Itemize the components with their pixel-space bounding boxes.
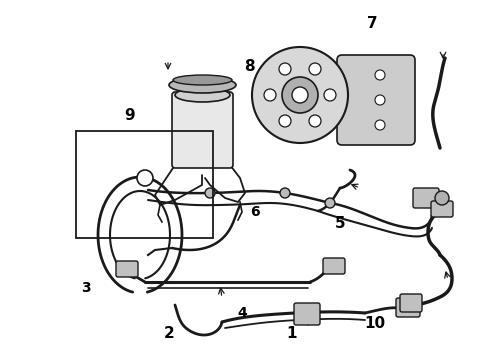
Text: 1: 1 <box>286 325 297 341</box>
FancyBboxPatch shape <box>172 92 233 168</box>
Circle shape <box>324 89 336 101</box>
FancyBboxPatch shape <box>400 294 422 312</box>
FancyBboxPatch shape <box>396 298 420 317</box>
Circle shape <box>252 47 348 143</box>
Circle shape <box>292 87 308 103</box>
Text: 7: 7 <box>367 16 378 31</box>
Circle shape <box>282 77 318 113</box>
FancyBboxPatch shape <box>294 303 320 325</box>
Text: 10: 10 <box>364 316 386 332</box>
Text: 2: 2 <box>164 325 174 341</box>
Circle shape <box>309 115 321 127</box>
FancyBboxPatch shape <box>337 55 415 145</box>
Bar <box>76 131 213 238</box>
FancyBboxPatch shape <box>413 188 439 208</box>
Circle shape <box>375 120 385 130</box>
FancyBboxPatch shape <box>323 258 345 274</box>
Circle shape <box>205 188 215 198</box>
Text: 4: 4 <box>238 306 247 320</box>
Text: 6: 6 <box>250 206 260 219</box>
Circle shape <box>264 89 276 101</box>
Circle shape <box>325 198 335 208</box>
Ellipse shape <box>173 75 232 85</box>
FancyBboxPatch shape <box>116 261 138 277</box>
Text: 5: 5 <box>335 216 346 231</box>
Circle shape <box>137 170 153 186</box>
Ellipse shape <box>175 88 230 102</box>
Circle shape <box>279 115 291 127</box>
Text: 9: 9 <box>124 108 135 123</box>
Text: 3: 3 <box>81 281 91 295</box>
Circle shape <box>279 63 291 75</box>
FancyBboxPatch shape <box>431 201 453 217</box>
Circle shape <box>280 188 290 198</box>
Ellipse shape <box>169 77 236 93</box>
Circle shape <box>435 191 449 205</box>
Circle shape <box>309 63 321 75</box>
Text: 8: 8 <box>245 59 255 74</box>
Circle shape <box>375 70 385 80</box>
Circle shape <box>375 95 385 105</box>
